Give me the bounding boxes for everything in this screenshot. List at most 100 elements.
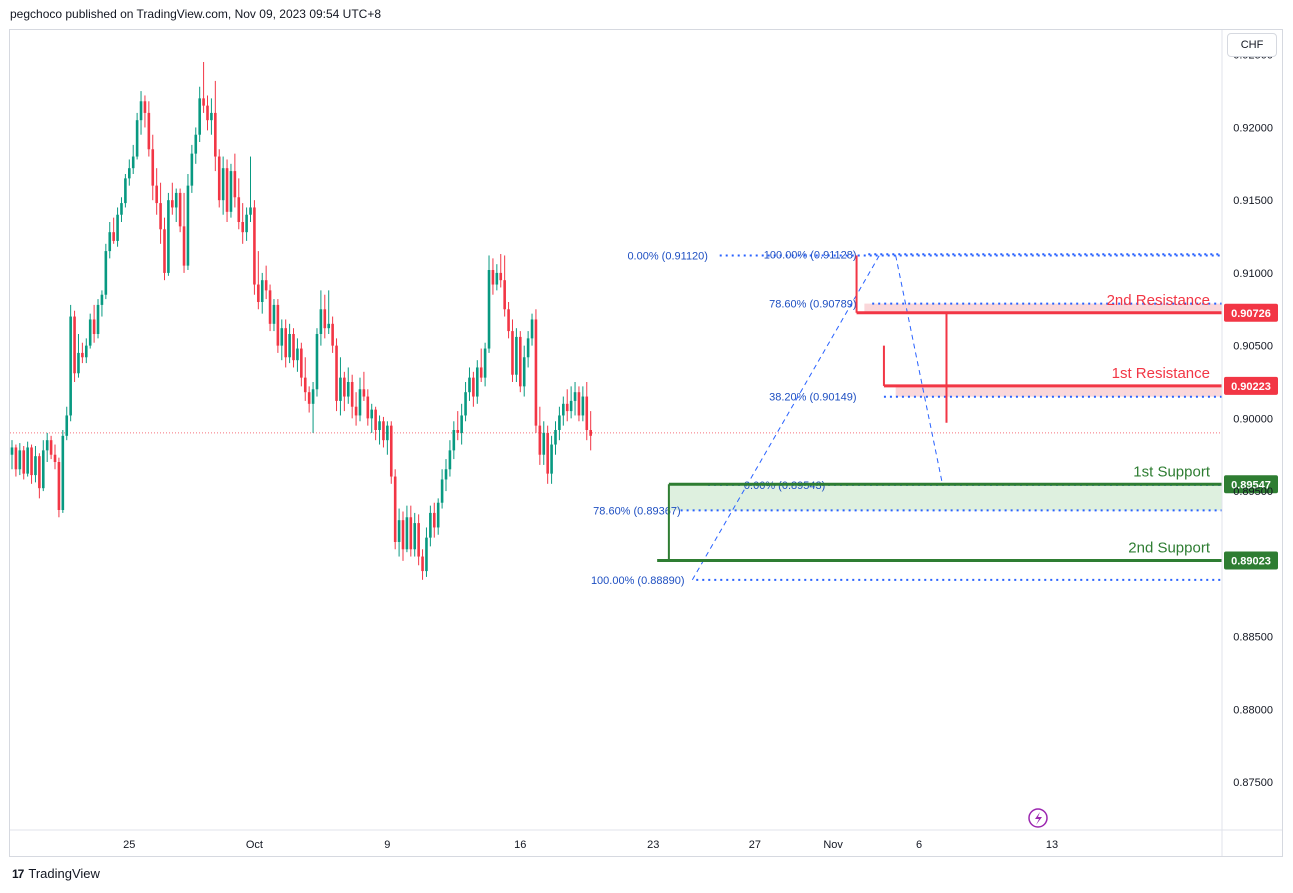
candle (589, 411, 592, 451)
candle (284, 319, 287, 368)
price-label-box: 0.89547 (1224, 475, 1278, 494)
lightning-icon[interactable] (1028, 808, 1048, 828)
price-label-bg (1224, 376, 1278, 395)
candle (472, 371, 475, 407)
candle-body (507, 309, 510, 332)
candle (245, 207, 248, 241)
candle-body (558, 415, 561, 430)
level-label: 1st Resistance (1112, 365, 1210, 382)
candle (18, 443, 22, 476)
x-tick-label: Oct (246, 839, 263, 851)
currency-selector[interactable]: CHF (1227, 33, 1277, 57)
candle (374, 406, 377, 441)
footer-brand: 17 TradingView (12, 866, 100, 881)
price-label-text: 0.90223 (1231, 381, 1271, 393)
x-tick-label: 9 (384, 839, 390, 851)
candle-body (96, 304, 100, 334)
candle-body (339, 377, 342, 401)
candle-body (585, 396, 589, 430)
candle (108, 222, 112, 259)
candle-body (245, 214, 248, 233)
y-tick-label: 0.88000 (1233, 704, 1273, 716)
zones-layer (10, 303, 1222, 511)
candle-body (296, 348, 299, 361)
candle-body (429, 512, 432, 538)
candle-body (300, 348, 303, 378)
candle (354, 392, 358, 426)
y-tick-label: 0.87500 (1233, 777, 1273, 789)
candle-body (124, 178, 127, 204)
candle (366, 389, 370, 426)
fib-level-label: 38.20% (0.90149) (769, 392, 856, 404)
candle-body (522, 357, 526, 387)
candle (92, 304, 96, 343)
candle (73, 310, 76, 382)
candle (264, 265, 268, 300)
candle-body (159, 203, 162, 230)
candle-body (346, 382, 350, 397)
candle (210, 98, 213, 135)
candle-body (386, 425, 389, 441)
candle-body (436, 502, 440, 528)
candle (483, 342, 487, 387)
candle (339, 357, 342, 416)
candle-body (253, 207, 256, 285)
candle-body (210, 112, 213, 121)
candle (84, 338, 88, 364)
candle (143, 95, 147, 128)
fib-level-label: 0.00% (0.89543) (744, 480, 825, 492)
x-tick-label: 6 (916, 839, 922, 851)
candle-body (319, 309, 323, 334)
candle (10, 440, 14, 470)
candles-layer (10, 62, 592, 580)
candle-body (38, 456, 41, 489)
footer-brand-name: TradingView (28, 866, 100, 881)
candle-body (581, 396, 585, 416)
candle (174, 188, 178, 222)
level-label: 2nd Support (1128, 539, 1211, 556)
candle (397, 508, 401, 557)
candle (292, 328, 295, 368)
x-tick-label: 13 (1046, 839, 1058, 851)
candle-body (53, 454, 57, 462)
misc-layer (1028, 808, 1048, 828)
candle (124, 174, 127, 208)
candle-body (104, 251, 108, 295)
candle-body (260, 280, 264, 302)
candle-body (186, 185, 190, 266)
candle (249, 156, 252, 222)
candle (300, 342, 303, 387)
candle-body (57, 462, 61, 510)
candle-body (432, 512, 436, 528)
candle-body (171, 200, 174, 208)
candle (237, 178, 241, 230)
candle (34, 446, 37, 483)
candle-body (542, 432, 546, 455)
fib-level-label: 78.60% (0.89367) (593, 505, 680, 517)
candle (573, 382, 577, 416)
level-label: 1st Support (1133, 463, 1211, 480)
candle-body (151, 149, 155, 186)
candle-body (88, 319, 92, 346)
price-label-bg (1224, 303, 1278, 322)
candle (233, 153, 237, 208)
candle-body (382, 421, 385, 441)
candle (315, 328, 319, 397)
candle-body (280, 328, 284, 346)
candle (362, 371, 366, 401)
candle-body (327, 323, 331, 329)
candle (585, 382, 589, 441)
price-label-box: 0.90223 (1224, 376, 1278, 395)
candle-body (202, 98, 205, 106)
candle-body (264, 280, 268, 291)
candle-body (81, 352, 84, 358)
candle (296, 338, 299, 372)
candle (440, 469, 444, 509)
candle (370, 403, 374, 433)
candle-body (503, 280, 506, 310)
candle (88, 313, 92, 349)
candle (49, 435, 53, 460)
candle-body (472, 377, 475, 397)
candle (41, 440, 45, 492)
